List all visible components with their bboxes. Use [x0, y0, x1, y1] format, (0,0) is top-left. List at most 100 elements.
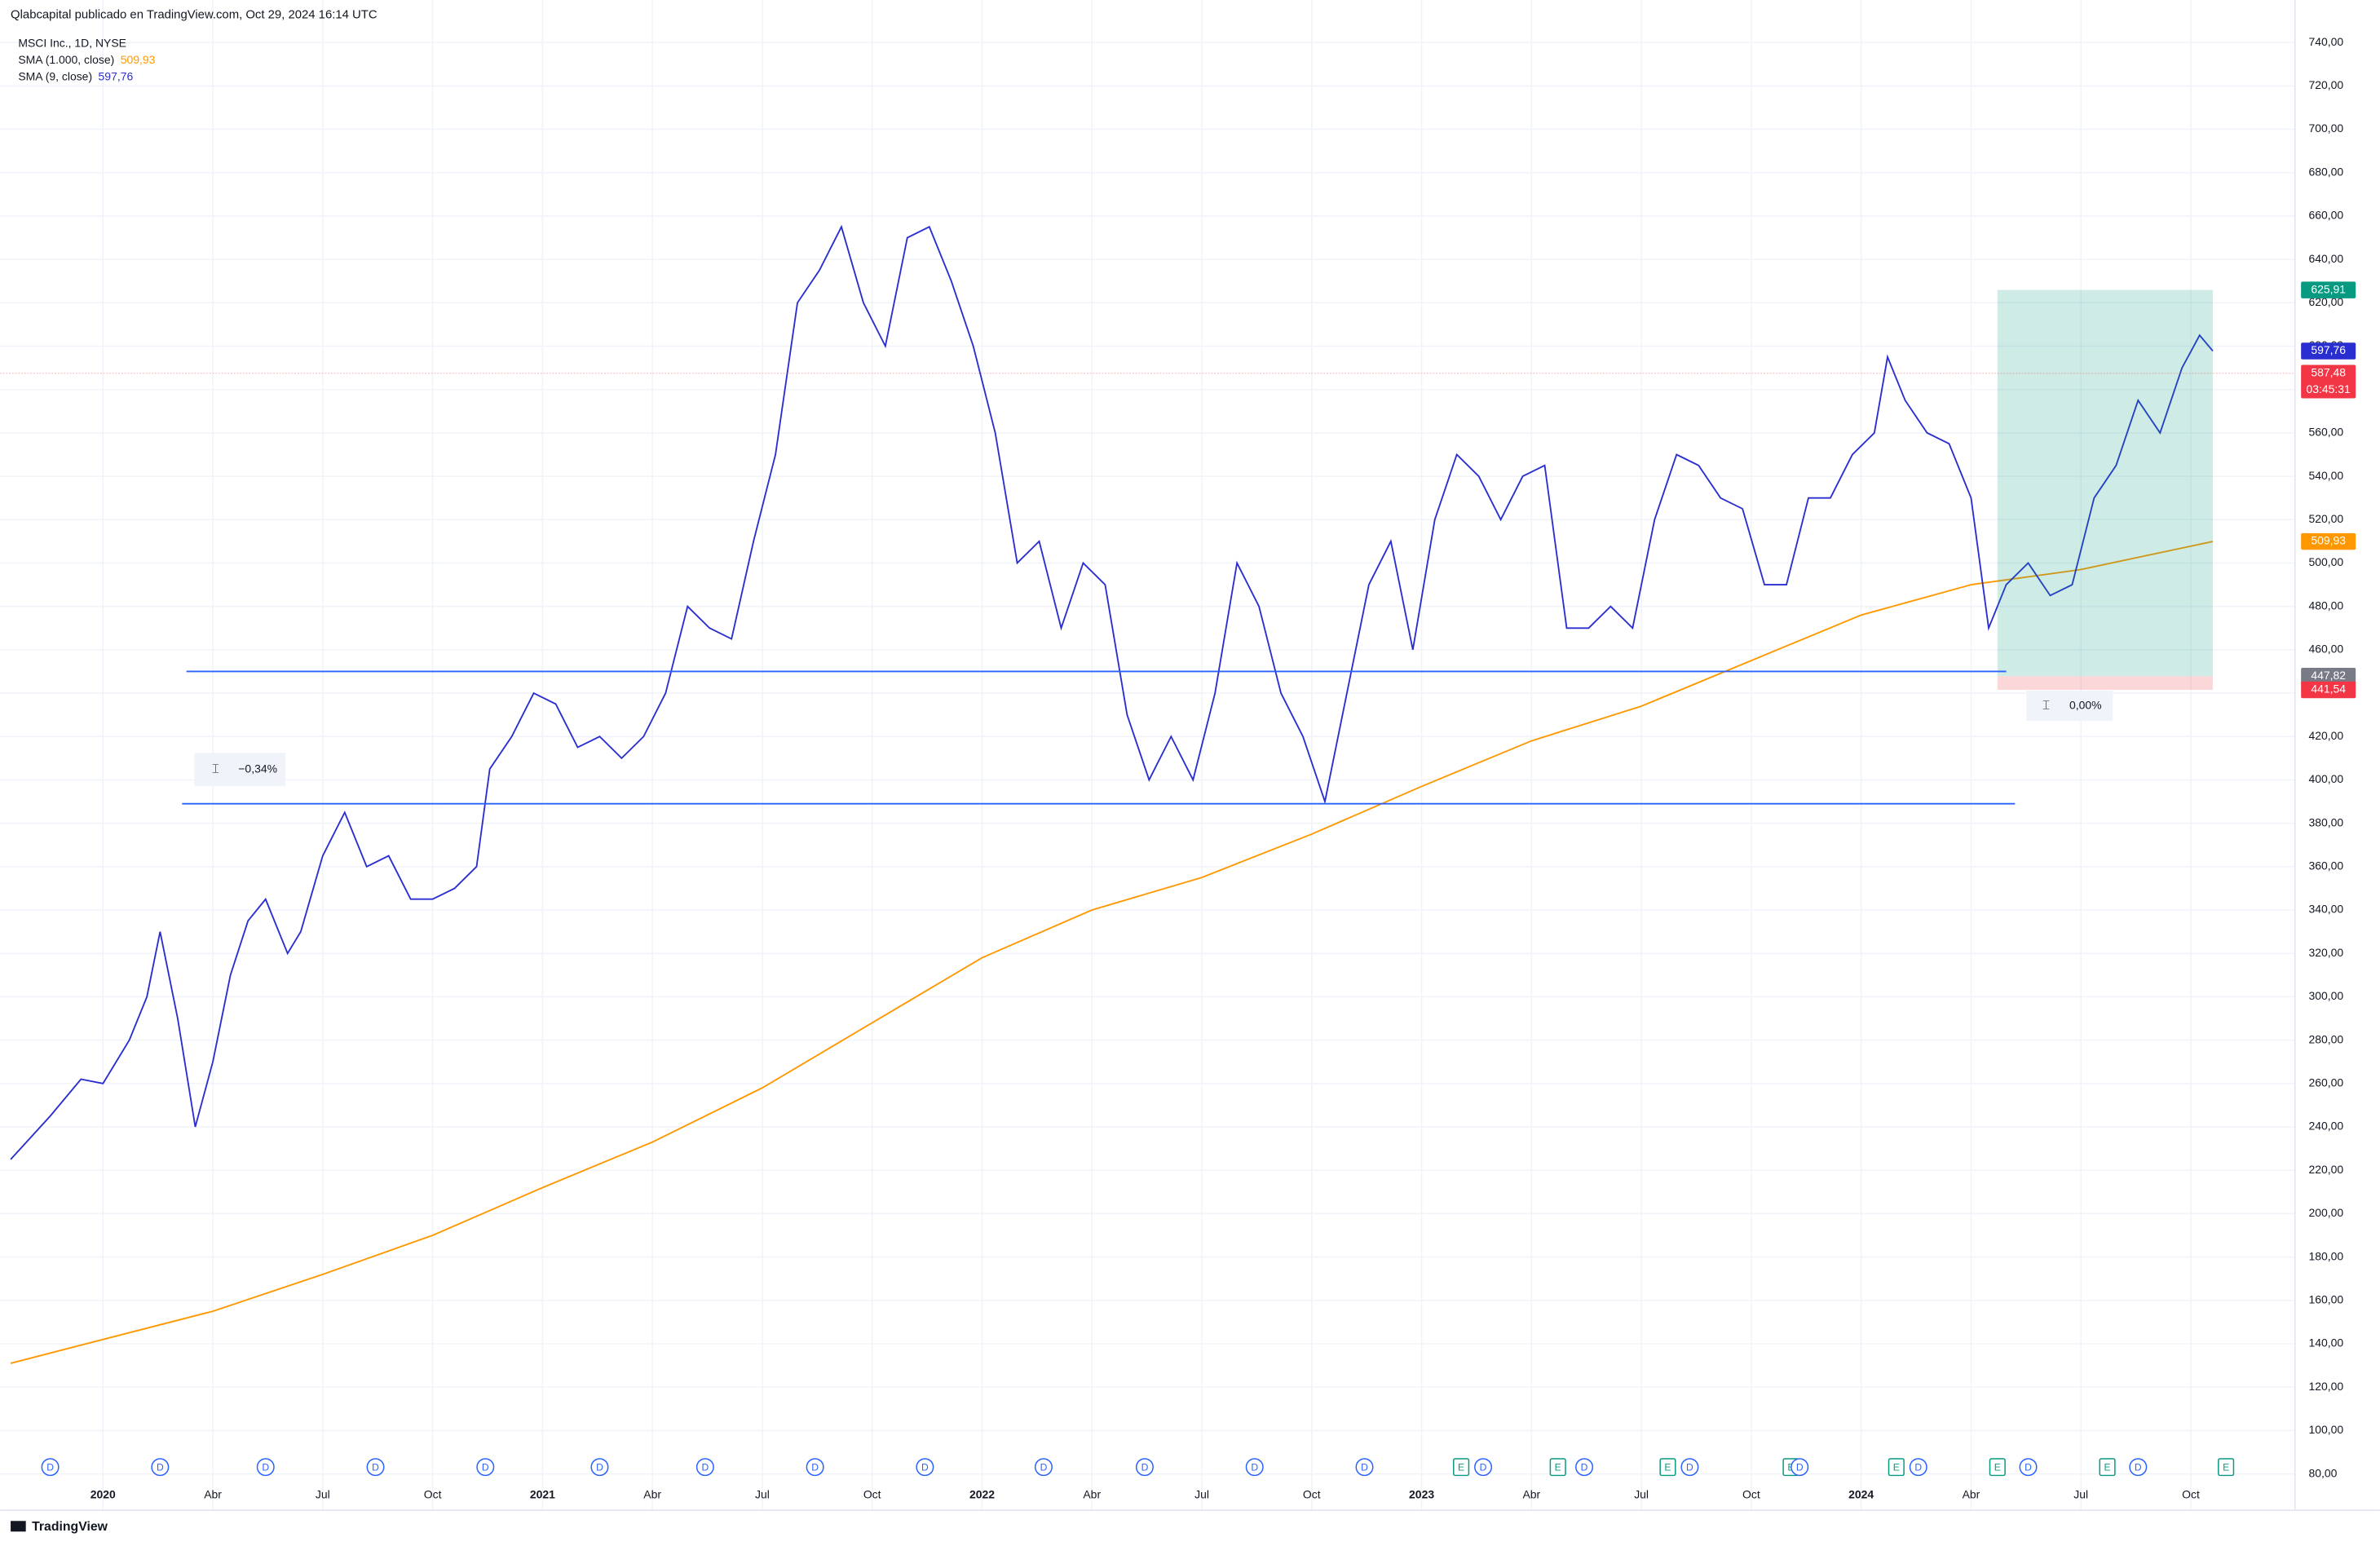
- event-marker: [2129, 1458, 2148, 1477]
- event-marker: [1474, 1458, 1493, 1477]
- event-marker: [1034, 1458, 1053, 1477]
- event-label: E: [2104, 1461, 2111, 1473]
- event-marker: [806, 1458, 824, 1477]
- event-marker: [1791, 1458, 1809, 1477]
- y-tick-label: 360,00: [2308, 859, 2343, 872]
- y-tick-label: 500,00: [2308, 555, 2343, 568]
- y-tick-label: 160,00: [2308, 1292, 2343, 1305]
- series-line: [10, 541, 2214, 1364]
- event-label: E: [1458, 1461, 1464, 1473]
- event-marker: [2218, 1458, 2235, 1477]
- event-label: D: [372, 1461, 379, 1473]
- event-marker: [1680, 1458, 1699, 1477]
- event-marker: [590, 1458, 609, 1477]
- footer: TradingView: [32, 1520, 108, 1534]
- y-tick-label: 220,00: [2308, 1163, 2343, 1176]
- y-tick-label: 240,00: [2308, 1120, 2343, 1133]
- price-label-box: [2301, 532, 2356, 550]
- x-tick-label: 2022: [969, 1487, 995, 1500]
- position-stop-zone: [1997, 676, 2213, 690]
- event-marker: [1659, 1458, 1676, 1477]
- event-marker: [151, 1458, 170, 1477]
- y-tick-label: 140,00: [2308, 1336, 2343, 1349]
- x-tick-label: Oct: [2182, 1487, 2200, 1500]
- measure-icon: ⌶: [2042, 700, 2050, 713]
- event-label: D: [2025, 1461, 2032, 1473]
- event-label: D: [482, 1461, 489, 1473]
- event-marker: [1909, 1458, 1927, 1477]
- event-label: D: [1251, 1461, 1258, 1473]
- grid: [0, 0, 2295, 1511]
- y-tick-label: 280,00: [2308, 1032, 2343, 1045]
- y-tick-label: 700,00: [2308, 121, 2343, 135]
- price-label: 597,76: [2311, 343, 2346, 356]
- y-tick-label: 200,00: [2308, 1206, 2343, 1219]
- event-label: D: [1686, 1461, 1693, 1473]
- position-label-box: [2026, 691, 2113, 722]
- event-marker: [695, 1458, 714, 1477]
- y-tick-label: 260,00: [2308, 1076, 2343, 1089]
- y-tick-label: 340,00: [2308, 903, 2343, 916]
- publisher: Qlabcapital publicado en TradingView.com…: [11, 9, 378, 22]
- price-label: 447,82: [2311, 669, 2346, 682]
- event-marker: [2019, 1458, 2038, 1477]
- event-label: E: [1664, 1461, 1671, 1473]
- event-marker: [1575, 1458, 1594, 1477]
- plot: [10, 224, 2214, 1364]
- price-label: 587,48: [2311, 365, 2346, 378]
- x-tick-label: Jul: [755, 1487, 770, 1500]
- event-label: D: [1141, 1461, 1149, 1473]
- legend-name: SMA (1.000, close): [18, 53, 114, 66]
- event-label: E: [1555, 1461, 1561, 1473]
- y-tick-label: 720,00: [2308, 78, 2343, 91]
- x-tick-label: Abr: [1963, 1487, 1980, 1500]
- legend-value: 597,76: [99, 70, 134, 83]
- event-label: D: [701, 1461, 709, 1473]
- event-label: D: [596, 1461, 603, 1473]
- x-tick-label: Abr: [643, 1487, 661, 1500]
- symbol: MSCI Inc., 1D, NYSE: [18, 37, 126, 50]
- x-tick-label: Jul: [2073, 1487, 2088, 1500]
- event-label: E: [1994, 1461, 2001, 1473]
- event-marker: [1245, 1458, 1264, 1477]
- event-label: D: [1480, 1461, 1487, 1473]
- y-tick-label: 540,00: [2308, 469, 2343, 482]
- x-tick-label: Oct: [1303, 1487, 1321, 1500]
- y-tick-label: 660,00: [2308, 209, 2343, 222]
- event-label: D: [2135, 1461, 2142, 1473]
- x-tick-label: Abr: [1083, 1487, 1101, 1500]
- event-marker: [476, 1458, 495, 1477]
- y-tick-label: 460,00: [2308, 643, 2343, 656]
- y-tick-label: 300,00: [2308, 989, 2343, 1002]
- event-label: D: [1361, 1461, 1368, 1473]
- measure-label: −0,34%: [238, 762, 277, 775]
- y-tick-label: 680,00: [2308, 165, 2343, 178]
- event-marker: [1888, 1458, 1905, 1477]
- event-marker: [1549, 1458, 1566, 1477]
- position-label: 0,00%: [2069, 698, 2102, 711]
- price-label-box: [2301, 668, 2356, 685]
- y-tick-label: 520,00: [2308, 512, 2343, 525]
- x-tick-label: Oct: [1742, 1487, 1760, 1500]
- event-marker: [1135, 1458, 1154, 1477]
- x-tick-label: Jul: [1194, 1487, 1209, 1500]
- y-tick-label: 620,00: [2308, 295, 2343, 308]
- y-tick-label: 120,00: [2308, 1380, 2343, 1393]
- y-tick-label: 640,00: [2308, 252, 2343, 265]
- series-line: [10, 224, 2214, 1160]
- event-label: D: [1581, 1461, 1588, 1473]
- y-tick-label: 180,00: [2308, 1249, 2343, 1262]
- event-label: E: [2223, 1461, 2229, 1473]
- y-tick-label: 80,00: [2308, 1466, 2337, 1479]
- event-marker: [366, 1458, 385, 1477]
- event-label: D: [262, 1461, 269, 1473]
- price-label: 441,54: [2311, 682, 2346, 696]
- event-label: D: [157, 1461, 164, 1473]
- event-marker: [256, 1458, 275, 1477]
- x-tick-label: Oct: [863, 1487, 881, 1500]
- event-label: D: [46, 1461, 54, 1473]
- event-label: D: [921, 1461, 929, 1473]
- y-tick-label: 320,00: [2308, 946, 2343, 959]
